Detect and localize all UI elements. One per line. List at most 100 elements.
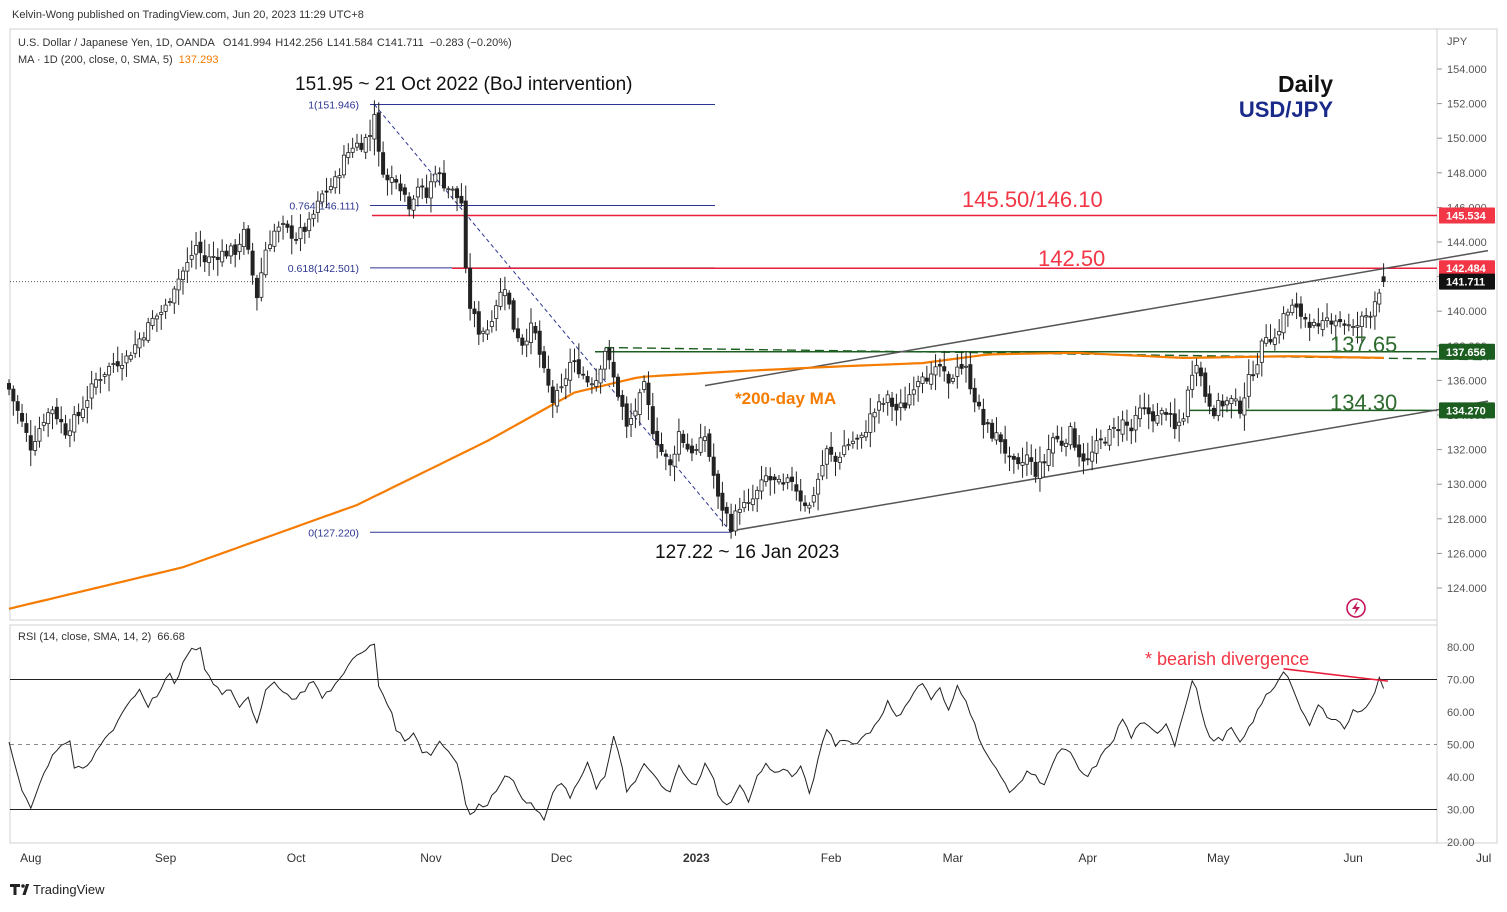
candle-body (1364, 315, 1369, 318)
candle (1168, 402, 1173, 428)
candle-body (1359, 315, 1364, 327)
candle-body (1007, 455, 1012, 458)
candle (842, 430, 847, 458)
candle (637, 388, 642, 426)
candle-body (768, 476, 773, 481)
candle (128, 351, 133, 363)
candle-body (7, 383, 12, 390)
candle-body (194, 245, 199, 255)
candle (124, 350, 129, 377)
candle (694, 443, 699, 455)
rsi-tick-label: 50.00 (1447, 740, 1475, 752)
candle (911, 376, 916, 406)
candle (20, 403, 25, 428)
candle-body (672, 453, 677, 467)
candle (1055, 425, 1060, 443)
ohlc-low: L141.584 (327, 37, 373, 49)
candle (1255, 353, 1260, 378)
price-tick-label: 154.000 (1447, 64, 1487, 76)
candle-body (1055, 435, 1060, 440)
candle-body (750, 498, 755, 505)
candle-body (402, 187, 407, 195)
candle (1003, 425, 1008, 464)
candle-body (267, 244, 272, 249)
candle-body (50, 409, 55, 415)
candle-body (585, 376, 590, 383)
candle (1329, 313, 1334, 334)
candle-body (59, 419, 64, 423)
candle (1290, 298, 1295, 316)
candle-body (1024, 454, 1029, 465)
candle-body (1037, 461, 1042, 479)
candle (1107, 425, 1112, 451)
candle-body (711, 456, 716, 476)
time-tick-label: Aug (20, 851, 41, 865)
candle (41, 413, 46, 432)
candle (863, 420, 868, 442)
candle (1298, 296, 1303, 329)
candle (1333, 314, 1338, 341)
candle (794, 471, 799, 501)
candle-body (1116, 429, 1121, 432)
rsi-legend-label: RSI (14, close, SMA, 14, 2) (18, 631, 151, 643)
resistance-1-label: 145.50/146.10 (962, 187, 1103, 212)
candle (254, 274, 259, 311)
candle-body (624, 403, 629, 427)
candle-body (720, 492, 725, 511)
candle-body (176, 278, 181, 291)
rsi-tick-label: 40.00 (1447, 772, 1475, 784)
rsi-polyline (8, 643, 1385, 822)
candle (1037, 446, 1042, 492)
candle-body (916, 381, 921, 388)
candle-body (1146, 407, 1151, 415)
candle-body (1207, 393, 1212, 407)
candle (459, 183, 464, 207)
candle (959, 351, 964, 375)
candle (1368, 311, 1373, 329)
candle (224, 244, 229, 259)
candle-body (363, 137, 368, 153)
candle (1364, 308, 1369, 329)
candle-body (294, 238, 299, 241)
candle-body (1107, 429, 1112, 446)
candle-body (794, 484, 799, 492)
candle (529, 308, 534, 355)
candle-body (733, 510, 738, 532)
candle-body (128, 355, 133, 360)
candle-body (1277, 331, 1282, 336)
candle-body (611, 361, 616, 378)
candle-body (1372, 301, 1377, 317)
candle (781, 473, 786, 491)
candle (133, 330, 138, 358)
candle (924, 365, 929, 385)
candle-body (942, 366, 947, 372)
candle-body (1085, 458, 1090, 461)
candle-body (511, 300, 516, 330)
candle-body (259, 272, 264, 298)
fib-level-label: 1(151.946) (308, 100, 359, 112)
candle-body (972, 387, 977, 403)
candle (859, 432, 864, 449)
candle-body (207, 256, 212, 263)
candle-body (407, 196, 412, 210)
candle (80, 396, 85, 422)
candle (877, 393, 882, 424)
candle-body (637, 392, 642, 415)
candle-body (320, 193, 325, 203)
candle-body (629, 418, 634, 425)
lightning-icon[interactable] (1346, 598, 1366, 618)
candle-body (67, 430, 72, 436)
candle (281, 215, 286, 240)
candle-body (964, 365, 969, 368)
candle-body (1368, 315, 1373, 318)
candle (716, 470, 721, 509)
candle-body (985, 422, 990, 425)
candle-body (763, 475, 768, 483)
candle-body (298, 227, 303, 240)
candle-body (102, 374, 107, 377)
candle (1085, 442, 1090, 466)
candle-body (950, 377, 955, 382)
candle-body (803, 502, 808, 506)
